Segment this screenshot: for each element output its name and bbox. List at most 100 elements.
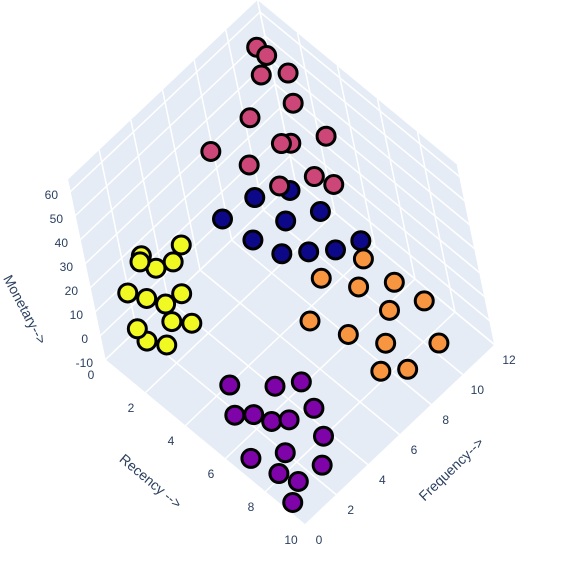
point xyxy=(268,463,290,485)
z-tick-label: 30 xyxy=(60,260,74,274)
point xyxy=(325,239,346,261)
grid-line xyxy=(264,35,466,202)
grid-line xyxy=(456,164,496,346)
z-axis-title: Monetary--> xyxy=(0,272,50,346)
y-axis-title: Frequency--> xyxy=(415,434,486,504)
grid-line xyxy=(284,131,486,298)
point xyxy=(303,397,325,419)
point xyxy=(240,447,262,469)
grid-line xyxy=(79,59,271,241)
grid-line xyxy=(99,155,291,337)
grid-line xyxy=(89,107,281,289)
grid-line xyxy=(104,359,306,526)
point xyxy=(350,230,372,252)
point xyxy=(219,374,241,396)
point xyxy=(379,299,400,321)
point xyxy=(171,283,193,305)
point xyxy=(162,251,184,273)
point xyxy=(370,360,392,382)
point xyxy=(352,248,374,270)
grid-line xyxy=(336,65,376,247)
point xyxy=(299,310,321,332)
grid-line xyxy=(199,269,401,436)
point xyxy=(269,175,291,197)
point xyxy=(264,375,286,397)
x-tick-label: 0 xyxy=(88,368,95,382)
point xyxy=(282,492,304,513)
point xyxy=(136,288,158,309)
grid-line xyxy=(66,179,106,361)
grid-line xyxy=(274,83,476,250)
point xyxy=(428,332,450,354)
y-tick-label: 6 xyxy=(411,443,418,457)
z-tick-label: 10 xyxy=(70,308,84,322)
x-tick-label: 4 xyxy=(168,434,175,448)
point xyxy=(129,251,151,273)
grid-line xyxy=(279,107,481,274)
point xyxy=(413,290,435,312)
point xyxy=(348,276,370,298)
x-axis-title: Recency --> xyxy=(117,450,185,511)
grid-line xyxy=(231,239,433,406)
point xyxy=(224,404,246,426)
point xyxy=(256,45,278,66)
z-tick-label: 20 xyxy=(65,284,79,298)
point xyxy=(126,318,148,340)
point xyxy=(243,404,265,426)
point xyxy=(244,187,266,209)
point xyxy=(170,234,192,256)
y-tick-label: 8 xyxy=(442,413,449,427)
x-tick-label: 10 xyxy=(284,533,298,547)
point xyxy=(200,141,222,162)
point xyxy=(270,133,292,155)
z-tick-label: 40 xyxy=(55,236,69,250)
grid-line xyxy=(416,131,456,313)
z-tick-label: 0 xyxy=(81,332,88,346)
grid-line xyxy=(376,98,416,280)
x-tick-label: 6 xyxy=(208,467,215,481)
point xyxy=(278,409,300,431)
point xyxy=(250,64,272,86)
point xyxy=(337,324,359,345)
z-tick-label: 50 xyxy=(50,212,64,226)
point xyxy=(287,471,309,492)
grid-line xyxy=(259,11,461,178)
point xyxy=(238,154,260,176)
grid-line xyxy=(69,11,261,193)
grid-line xyxy=(74,35,266,217)
point xyxy=(156,334,178,356)
point xyxy=(277,62,299,84)
point xyxy=(290,371,312,393)
point xyxy=(239,107,261,129)
point xyxy=(242,229,264,251)
point xyxy=(282,92,304,114)
point xyxy=(315,125,337,147)
point xyxy=(271,243,293,265)
point xyxy=(397,358,419,380)
x-tick-label: 2 xyxy=(128,401,135,415)
point xyxy=(298,241,320,263)
point xyxy=(117,282,139,304)
y-tick-label: 12 xyxy=(502,353,516,367)
z-tick-label: 60 xyxy=(45,188,59,202)
grid-line xyxy=(161,89,201,271)
grid-line xyxy=(269,59,471,226)
point xyxy=(310,267,332,289)
point xyxy=(303,166,325,188)
point xyxy=(323,174,345,195)
y-tick-label: 4 xyxy=(379,473,386,487)
point xyxy=(274,442,296,464)
point xyxy=(161,311,183,333)
point xyxy=(375,332,397,354)
point xyxy=(261,411,283,432)
wall xyxy=(257,0,495,345)
point xyxy=(313,425,334,447)
point xyxy=(275,210,297,232)
point xyxy=(309,201,331,222)
point xyxy=(212,208,233,230)
x-tick-label: 8 xyxy=(248,500,255,514)
point xyxy=(383,271,405,293)
point xyxy=(181,312,203,334)
y-tick-label: 10 xyxy=(471,383,485,397)
